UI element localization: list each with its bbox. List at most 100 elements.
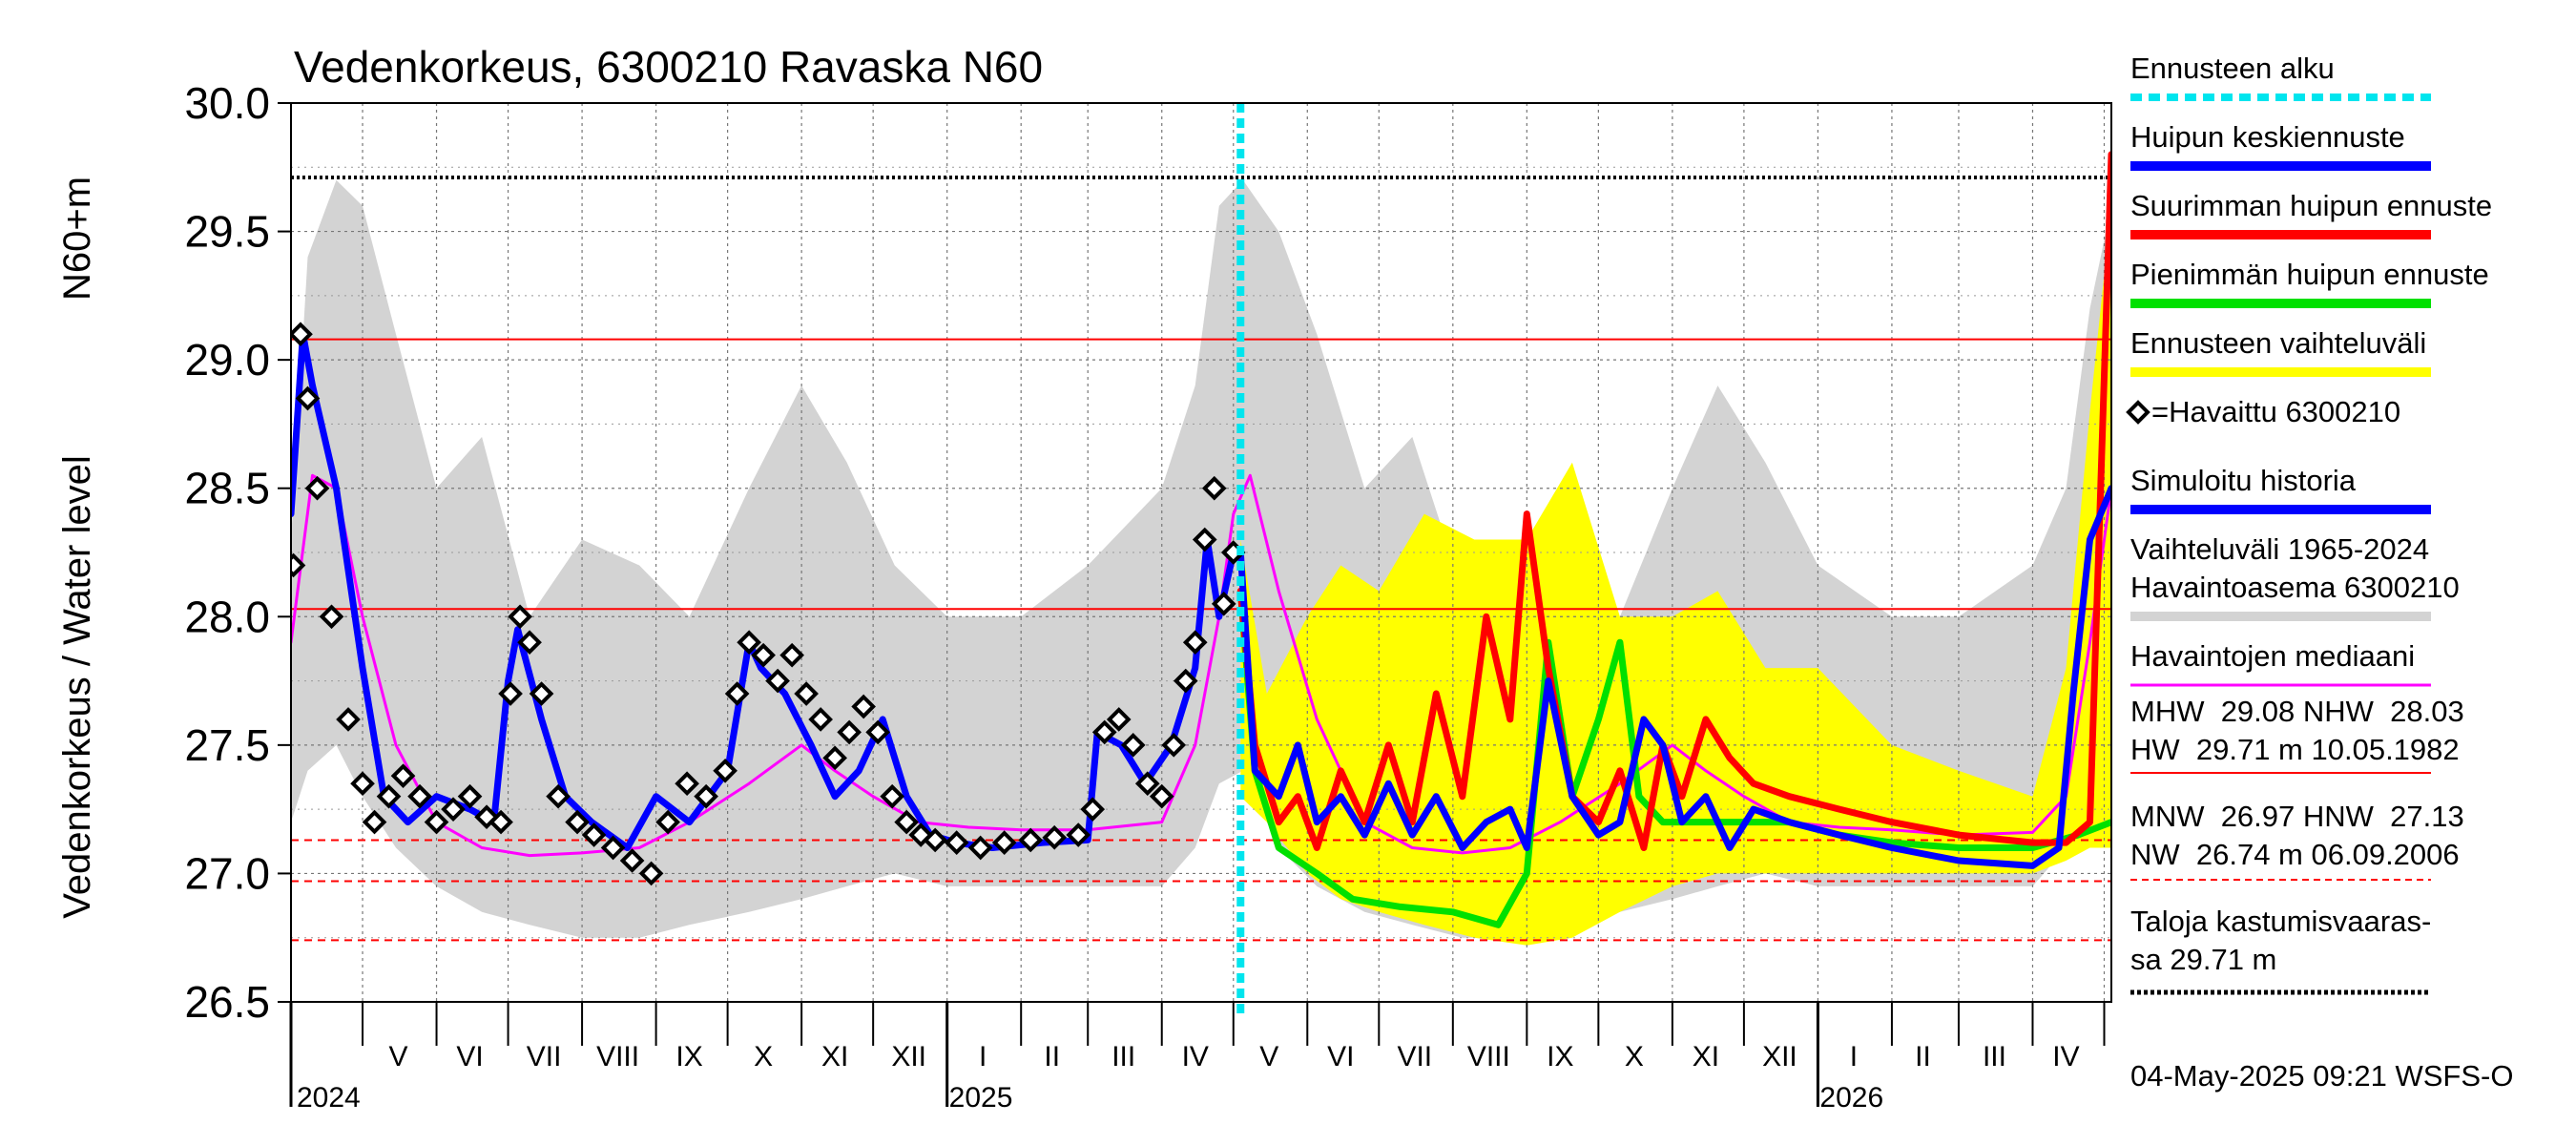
month-label: VIII xyxy=(1467,1041,1510,1072)
month-label: VIII xyxy=(596,1041,639,1072)
month-label: III xyxy=(1983,1041,2006,1072)
band-ennusteen-vaihteluv-li xyxy=(1240,205,2111,946)
observed-point xyxy=(894,809,919,835)
observed-point xyxy=(1066,822,1091,847)
observed-point xyxy=(1161,733,1187,758)
observed-point xyxy=(376,783,402,809)
legend-label: Ennusteen vaihteluväli xyxy=(2130,326,2426,360)
month-label: XI xyxy=(821,1041,848,1072)
plot-frame xyxy=(290,102,2112,1003)
observed-point xyxy=(724,681,750,706)
range-bands xyxy=(291,179,2111,946)
observed-point xyxy=(1173,668,1198,694)
month-label: II xyxy=(1915,1041,1931,1072)
flood-note-line-2: sa 29.71 m xyxy=(2130,943,2276,976)
statistics-block: MHW 29.08 NHW 28.03 HW 29.71 m 10.05.198… xyxy=(2130,695,2464,881)
month-label: XI xyxy=(1693,1041,1719,1072)
observed-point xyxy=(675,771,699,797)
observed-point xyxy=(923,827,948,853)
month-label: IV xyxy=(1182,1041,1209,1072)
observed-point xyxy=(291,322,313,347)
stats-line-1: MHW 29.08 NHW 28.03 xyxy=(2130,695,2464,728)
observed-point xyxy=(822,745,847,771)
stats-line-2: HW 29.71 m 10.05.1982 xyxy=(2130,733,2460,766)
flood-note: Taloja kastumisvaaras- sa 29.71 m xyxy=(2130,905,2431,995)
series-pienimm-n-huipun-ennuste xyxy=(1236,587,2111,928)
observed-point xyxy=(865,719,890,745)
y-tick-label: 28.0 xyxy=(184,592,270,641)
y-tick-label: 27.5 xyxy=(184,720,270,770)
year-label: 2026 xyxy=(1819,1082,1883,1114)
legend-entry: Simuloitu historia xyxy=(2130,464,2431,514)
observed-point xyxy=(304,475,330,501)
month-label: II xyxy=(1044,1041,1060,1072)
month-label: I xyxy=(1850,1041,1858,1072)
month-label: III xyxy=(1111,1041,1135,1072)
observed-point xyxy=(991,830,1017,855)
observed-point xyxy=(808,707,833,732)
observed-point xyxy=(944,830,969,855)
month-label: I xyxy=(979,1041,987,1072)
legend-swatch xyxy=(2126,400,2150,425)
y-axis-label: Vedenkorkeus / Water level xyxy=(56,455,98,918)
observed-point xyxy=(362,809,387,835)
x-axis: V VI VII VIII IX X XI XII I II III IV V VI VII VIII IX X X… xyxy=(289,1002,2106,1114)
observed-point xyxy=(508,604,532,630)
observed-point xyxy=(390,763,416,788)
observed-point xyxy=(967,835,993,861)
legend-entry: Pienimmän huipun ennuste xyxy=(2130,258,2489,308)
observed-point xyxy=(655,809,680,835)
y-axis: 26.5 27.0 27.5 28.0 28.5 29.0 29.5 30.0 xyxy=(184,78,291,1027)
observed-point xyxy=(336,707,361,732)
month-label: X xyxy=(1625,1041,1644,1072)
observed-point xyxy=(713,758,737,783)
footer-timestamp: 04-May-2025 09:21 WSFS-O xyxy=(2130,1059,2513,1093)
observed-point xyxy=(880,783,904,809)
legend-entry: Ennusteen vaihteluväli xyxy=(2130,326,2431,377)
legend-label: Vaihteluväli 1965-2024 xyxy=(2130,532,2429,566)
observed-point xyxy=(837,719,862,745)
y-tick-label: 27.0 xyxy=(184,848,270,898)
legend-label: Huipun keskiennuste xyxy=(2130,120,2405,154)
legend-label: Simuloitu historia xyxy=(2130,464,2357,497)
observed-point xyxy=(529,681,554,706)
observed-point xyxy=(1149,783,1174,809)
month-label: V xyxy=(1259,1041,1278,1072)
y-axis-title: Vedenkorkeus / Water level N60+m xyxy=(56,177,98,919)
observed-point xyxy=(751,642,776,668)
observed-point xyxy=(619,848,645,873)
observed-point xyxy=(565,809,590,835)
observed-point xyxy=(407,783,432,809)
legend-entry: =Havaittu 6300210 xyxy=(2126,395,2400,428)
observed-point xyxy=(546,783,571,809)
observed-point xyxy=(1106,707,1132,732)
legend: Ennusteen alku Huipun keskiennuste Suurimm… xyxy=(2126,52,2492,687)
y-tick-label: 29.5 xyxy=(184,207,270,257)
flood-note-line-1: Taloja kastumisvaaras- xyxy=(2130,905,2431,938)
observed-point xyxy=(498,681,523,706)
observed-point xyxy=(295,385,321,411)
observed-point xyxy=(1120,733,1146,758)
year-label: 2024 xyxy=(297,1082,361,1114)
observed-point xyxy=(291,552,306,578)
year-label: 2025 xyxy=(949,1082,1013,1114)
y-tick-label: 26.5 xyxy=(184,977,270,1027)
observed-point xyxy=(694,783,718,809)
month-label: XII xyxy=(1762,1041,1797,1072)
observed-point xyxy=(1192,527,1217,552)
observed-point xyxy=(737,630,761,656)
legend-label: Suurimman huipun ennuste xyxy=(2130,189,2492,222)
stats-line-4: NW 26.74 m 06.09.2006 xyxy=(2130,838,2460,871)
observed-point xyxy=(1134,771,1160,797)
month-label: XII xyxy=(891,1041,926,1072)
observed-point xyxy=(319,604,344,630)
month-label: IV xyxy=(2052,1041,2079,1072)
y-tick-label: 30.0 xyxy=(184,78,270,128)
legend-label: Havaintojen mediaani xyxy=(2130,639,2415,673)
observed-point xyxy=(1182,630,1208,656)
observed-point xyxy=(350,771,375,797)
series-suurimman-huipun-ennuste xyxy=(1236,151,2111,851)
observed-point xyxy=(851,694,876,719)
month-label: VII xyxy=(1397,1041,1432,1072)
observed-point xyxy=(1080,797,1106,822)
